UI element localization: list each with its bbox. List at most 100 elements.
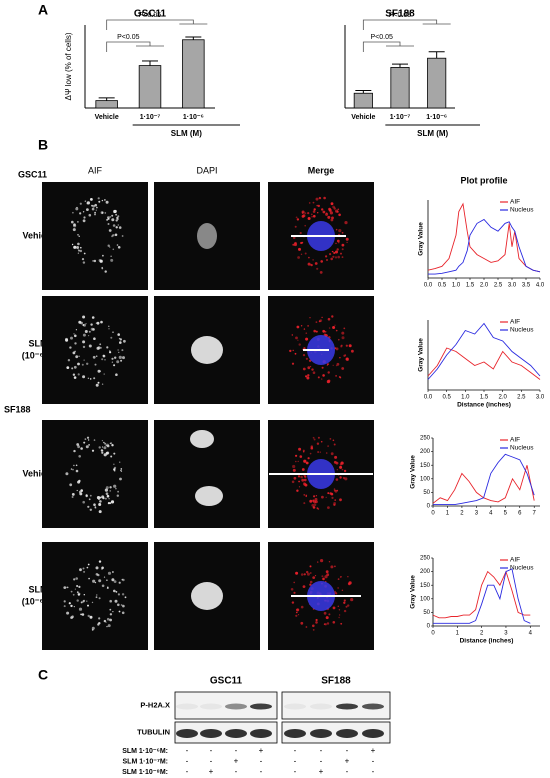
- annotation: P<0.05: [117, 34, 139, 41]
- speckle: [103, 446, 107, 450]
- speckle: [82, 340, 86, 344]
- speckle: [332, 606, 336, 610]
- speckle: [116, 216, 119, 220]
- speckle: [339, 465, 343, 469]
- speckle: [119, 461, 121, 463]
- speckle: [71, 493, 75, 496]
- speckle: [65, 472, 69, 476]
- speckle: [325, 570, 329, 574]
- speckle: [314, 497, 318, 501]
- speckle: [334, 565, 336, 568]
- speckle: [327, 363, 329, 365]
- speckle: [86, 436, 90, 439]
- treatment-sign: -: [320, 757, 323, 766]
- micrograph: [42, 296, 148, 404]
- speckle: [115, 226, 118, 229]
- speckle: [327, 379, 331, 383]
- speckle: [63, 600, 66, 603]
- speckle: [324, 330, 327, 333]
- speckle: [331, 496, 334, 499]
- speckle: [335, 478, 339, 481]
- x-axis-label: Distance (inches): [460, 638, 514, 645]
- speckle: [109, 216, 111, 218]
- speckle: [101, 584, 105, 588]
- speckle: [340, 344, 343, 347]
- speckle: [321, 495, 324, 499]
- speckle: [82, 375, 86, 379]
- speckle: [78, 235, 80, 237]
- micrograph: [42, 182, 148, 290]
- speckle: [336, 362, 340, 366]
- speckle: [339, 476, 342, 479]
- speckle: [291, 480, 295, 484]
- speckle: [333, 460, 337, 464]
- y-tick-label: 250: [420, 436, 431, 442]
- speckle: [316, 442, 320, 445]
- speckle: [122, 604, 125, 608]
- speckle: [337, 255, 341, 259]
- legend-label: AIF: [510, 199, 520, 206]
- speckle: [106, 626, 108, 628]
- speckle: [89, 615, 93, 619]
- speckle: [76, 489, 78, 492]
- speckle: [118, 351, 120, 353]
- speckle: [106, 617, 110, 621]
- speckle: [94, 213, 96, 216]
- speckle: [315, 621, 318, 624]
- speckle: [101, 566, 104, 570]
- speckle: [68, 602, 71, 605]
- treatment-sign: -: [235, 746, 238, 755]
- x-axis-label: SLM (M): [171, 129, 202, 138]
- treatment-sign: +: [319, 767, 324, 776]
- speckle: [117, 246, 121, 249]
- speckle: [104, 359, 106, 361]
- speckle: [74, 588, 76, 590]
- speckle: [111, 357, 114, 360]
- speckle: [292, 468, 296, 472]
- speckle: [303, 573, 306, 576]
- speckle: [69, 346, 72, 349]
- x-tick-label: 4.0: [536, 283, 545, 289]
- speckle: [116, 244, 119, 246]
- speckle: [80, 613, 82, 616]
- speckle: [80, 489, 83, 492]
- speckle: [111, 361, 114, 363]
- error-bar: [355, 89, 372, 94]
- legend-label: Nucleus: [510, 565, 534, 572]
- speckle: [72, 211, 74, 214]
- speckle: [90, 198, 93, 201]
- speckle: [292, 349, 294, 352]
- speckle: [330, 218, 334, 222]
- speckle: [318, 196, 322, 200]
- speckle: [309, 317, 311, 319]
- speckle: [72, 351, 76, 355]
- speckle: [317, 436, 320, 439]
- speckle: [309, 499, 313, 503]
- speckle: [339, 377, 342, 379]
- y-tick-label: 50: [423, 490, 430, 496]
- speckle: [113, 484, 117, 488]
- speckle: [86, 202, 89, 205]
- speckle: [331, 216, 334, 220]
- speckle: [95, 355, 98, 358]
- speckle: [312, 259, 314, 261]
- speckle: [309, 572, 312, 574]
- speckle: [302, 367, 306, 371]
- row-label: (10⁻⁶M): [22, 350, 54, 360]
- speckle: [74, 334, 77, 338]
- profile-line: [427, 347, 541, 380]
- speckle: [305, 375, 308, 378]
- speckle: [85, 323, 87, 325]
- speckle: [121, 611, 125, 615]
- x-tick-label: 7: [533, 511, 537, 517]
- speckle: [118, 226, 122, 229]
- speckle: [111, 214, 114, 217]
- x-tick-label: 6: [518, 511, 522, 517]
- speckle: [304, 224, 307, 227]
- speckle: [75, 577, 78, 580]
- speckle: [307, 212, 310, 215]
- x-tick-label: 2: [460, 511, 464, 517]
- speckle: [112, 248, 115, 251]
- speckle: [73, 224, 77, 228]
- blot-band: [284, 729, 306, 738]
